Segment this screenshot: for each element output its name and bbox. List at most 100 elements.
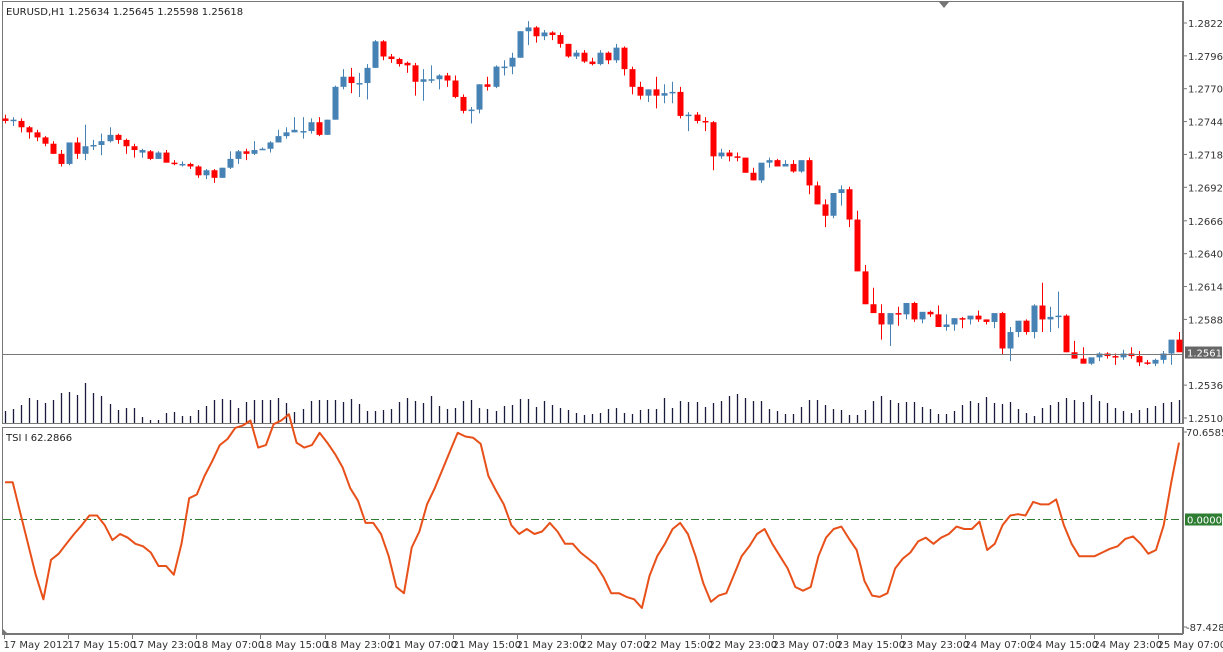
candle [50, 141, 57, 154]
candle [854, 210, 861, 272]
candle [211, 168, 218, 183]
candle [1168, 339, 1175, 365]
candle [1023, 319, 1030, 335]
candle [380, 40, 387, 61]
price-tick-label: 1.26660 [1188, 217, 1223, 228]
candle [967, 315, 974, 325]
candle [58, 150, 65, 167]
candle [388, 53, 395, 63]
candle [814, 181, 821, 205]
candle [1080, 347, 1087, 364]
price-pane[interactable]: EURUSD,H1 1.25634 1.25645 1.25598 1.2561… [2, 1, 1183, 424]
candle [147, 150, 154, 161]
candle [1055, 291, 1062, 329]
candle [98, 133, 105, 156]
candle [171, 160, 178, 166]
candle [710, 120, 717, 171]
candle [82, 124, 89, 161]
candle [324, 119, 331, 135]
candle [621, 46, 628, 76]
candle [187, 162, 194, 169]
indicator-info-label: TSI I 62.2866 [5, 433, 72, 444]
candle [581, 50, 588, 63]
candle [927, 310, 934, 317]
candle [34, 129, 41, 142]
candle [943, 314, 950, 331]
candle [195, 165, 202, 178]
candlestick-series [2, 21, 1183, 367]
candle [316, 117, 323, 137]
candle [340, 69, 347, 90]
candle [90, 139, 97, 151]
candle [1039, 282, 1046, 333]
candle [782, 160, 789, 167]
time-tick-label: 18 May 15:00 [260, 640, 329, 651]
candle [267, 141, 274, 153]
candle [227, 151, 234, 169]
candle [1015, 320, 1022, 338]
candle [766, 157, 773, 168]
time-tick-label: 21 May 23:00 [517, 640, 586, 651]
candle [694, 112, 701, 124]
time-tick-label: 18 May 07:00 [196, 640, 265, 651]
price-tick-label: 1.25880 [1188, 315, 1223, 326]
price-tick-label: 1.26925 [1188, 183, 1223, 194]
candle [605, 51, 612, 65]
time-tick-label: 25 May 07:00 [1158, 640, 1223, 651]
candle [300, 117, 307, 139]
candle [1112, 353, 1119, 365]
candle [1144, 359, 1151, 365]
indicator-axis[interactable]: 70.6585 0.00000 -87.4285 [1183, 427, 1223, 634]
candle [259, 147, 266, 151]
candle [549, 31, 556, 41]
candle [348, 67, 355, 94]
candle [428, 65, 435, 84]
time-tick-label: 23 May 23:00 [901, 640, 970, 651]
price-axis[interactable]: 1.28225 1.27965 1.27705 1.27445 1.27185 1.269… [1183, 1, 1223, 425]
candle [589, 57, 596, 66]
candle [42, 136, 49, 147]
candle [557, 32, 564, 48]
candle [919, 311, 926, 324]
chart-shift-marker-icon[interactable] [939, 2, 949, 8]
candle [1096, 352, 1103, 362]
candle [291, 117, 298, 133]
candle [484, 76, 491, 91]
candle [332, 85, 339, 120]
price-tick-label: 1.27705 [1188, 85, 1223, 96]
candle [1047, 306, 1054, 333]
candle [460, 94, 467, 114]
time-tick-label: 21 May 07:00 [389, 640, 458, 651]
candle [396, 57, 403, 67]
candle [308, 118, 315, 134]
price-tick-label: 1.26140 [1188, 283, 1223, 294]
candle [493, 65, 500, 89]
candle [412, 62, 419, 96]
candle [1176, 332, 1183, 353]
candle [74, 137, 81, 159]
price-tick-label: 1.25360 [1188, 381, 1223, 392]
time-tick-label: 22 May 15:00 [645, 640, 714, 651]
time-tick-label: 21 May 15:00 [453, 640, 522, 651]
candle [533, 26, 540, 43]
candle [476, 84, 483, 114]
candle [131, 143, 138, 158]
time-tick-label: 23 May 07:00 [773, 640, 842, 651]
candle [637, 81, 644, 100]
candle [1152, 358, 1159, 367]
candle [645, 89, 652, 102]
candle [903, 302, 910, 320]
candle [509, 52, 516, 75]
time-tick-label: 17 May 23:00 [132, 640, 201, 651]
candle [541, 29, 548, 41]
candle [18, 118, 25, 133]
tsi-line [5, 413, 1180, 609]
candle [364, 64, 371, 100]
time-tick-label: 24 May 15:00 [1030, 640, 1099, 651]
candle [1136, 351, 1143, 367]
candle [653, 76, 660, 109]
candle [163, 150, 170, 163]
indicator-pane[interactable]: TSI I 62.2866 [2, 413, 1183, 634]
